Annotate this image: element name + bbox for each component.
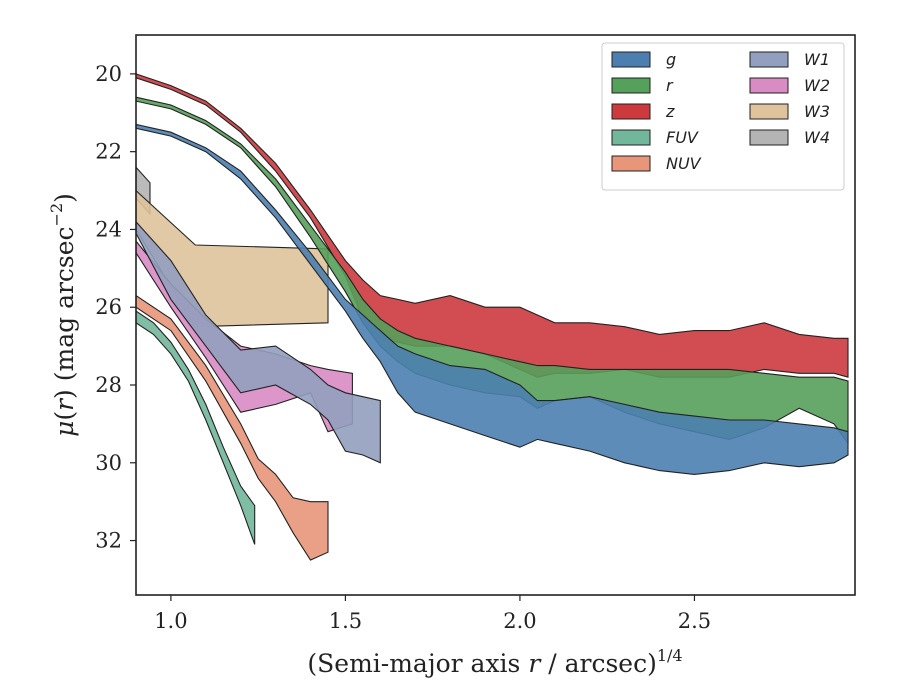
legend: grz FUV NUV W1 W2 W3 W4 [601, 42, 845, 191]
y-axis-label: μ(r) (mag arcsec−2) [47, 193, 79, 437]
legend-label-g: g [666, 50, 676, 69]
legend-swatch-g [611, 51, 651, 68]
profile-bands [135, 73, 849, 561]
legend-label-z: z [665, 102, 675, 121]
legend-swatch-w4 [749, 129, 789, 146]
x-axis: 1.0 1.5 2.0 2.5 [154, 595, 711, 633]
legend-swatch-w2 [749, 77, 789, 94]
legend-swatch-nuv [611, 155, 651, 172]
legend-label-fuv: FUV [666, 128, 699, 147]
y-axis: 20 22 24 26 28 30 32 [95, 62, 136, 553]
y-tick-label: 28 [95, 373, 122, 397]
y-tick-label: 20 [95, 62, 122, 86]
band-nuv [135, 294, 329, 561]
legend-label-w4: W4 [804, 128, 830, 147]
legend-label-w1: W1 [804, 50, 830, 69]
plot-frame [135, 34, 856, 596]
x-tick-label: 2.5 [678, 609, 711, 633]
legend-swatch-w3 [749, 103, 789, 120]
legend-label-w2: W2 [804, 76, 830, 95]
legend-swatch-r [611, 77, 651, 94]
legend-label-r: r [666, 76, 674, 95]
legend-label-nuv: NUV [666, 154, 702, 173]
y-tick-label: 32 [95, 529, 122, 553]
band-fuv [135, 310, 256, 545]
x-tick-label: 2.0 [503, 609, 536, 633]
y-tick-label: 26 [95, 295, 122, 319]
band-g [135, 123, 849, 475]
y-tick-label: 24 [95, 217, 122, 241]
band-w1 [135, 220, 381, 464]
legend-swatch-z [611, 103, 651, 120]
x-tick-label: 1.0 [154, 609, 187, 633]
x-axis-label: (Semi-major axis r / arcsec)1/4 [307, 646, 682, 678]
x-tick-label: 1.5 [329, 609, 362, 633]
legend-swatch-fuv [611, 129, 651, 146]
y-tick-label: 22 [95, 140, 122, 164]
y-tick-label: 30 [95, 451, 122, 475]
legend-swatch-w1 [749, 51, 789, 68]
legend-label-w3: W3 [804, 102, 830, 121]
